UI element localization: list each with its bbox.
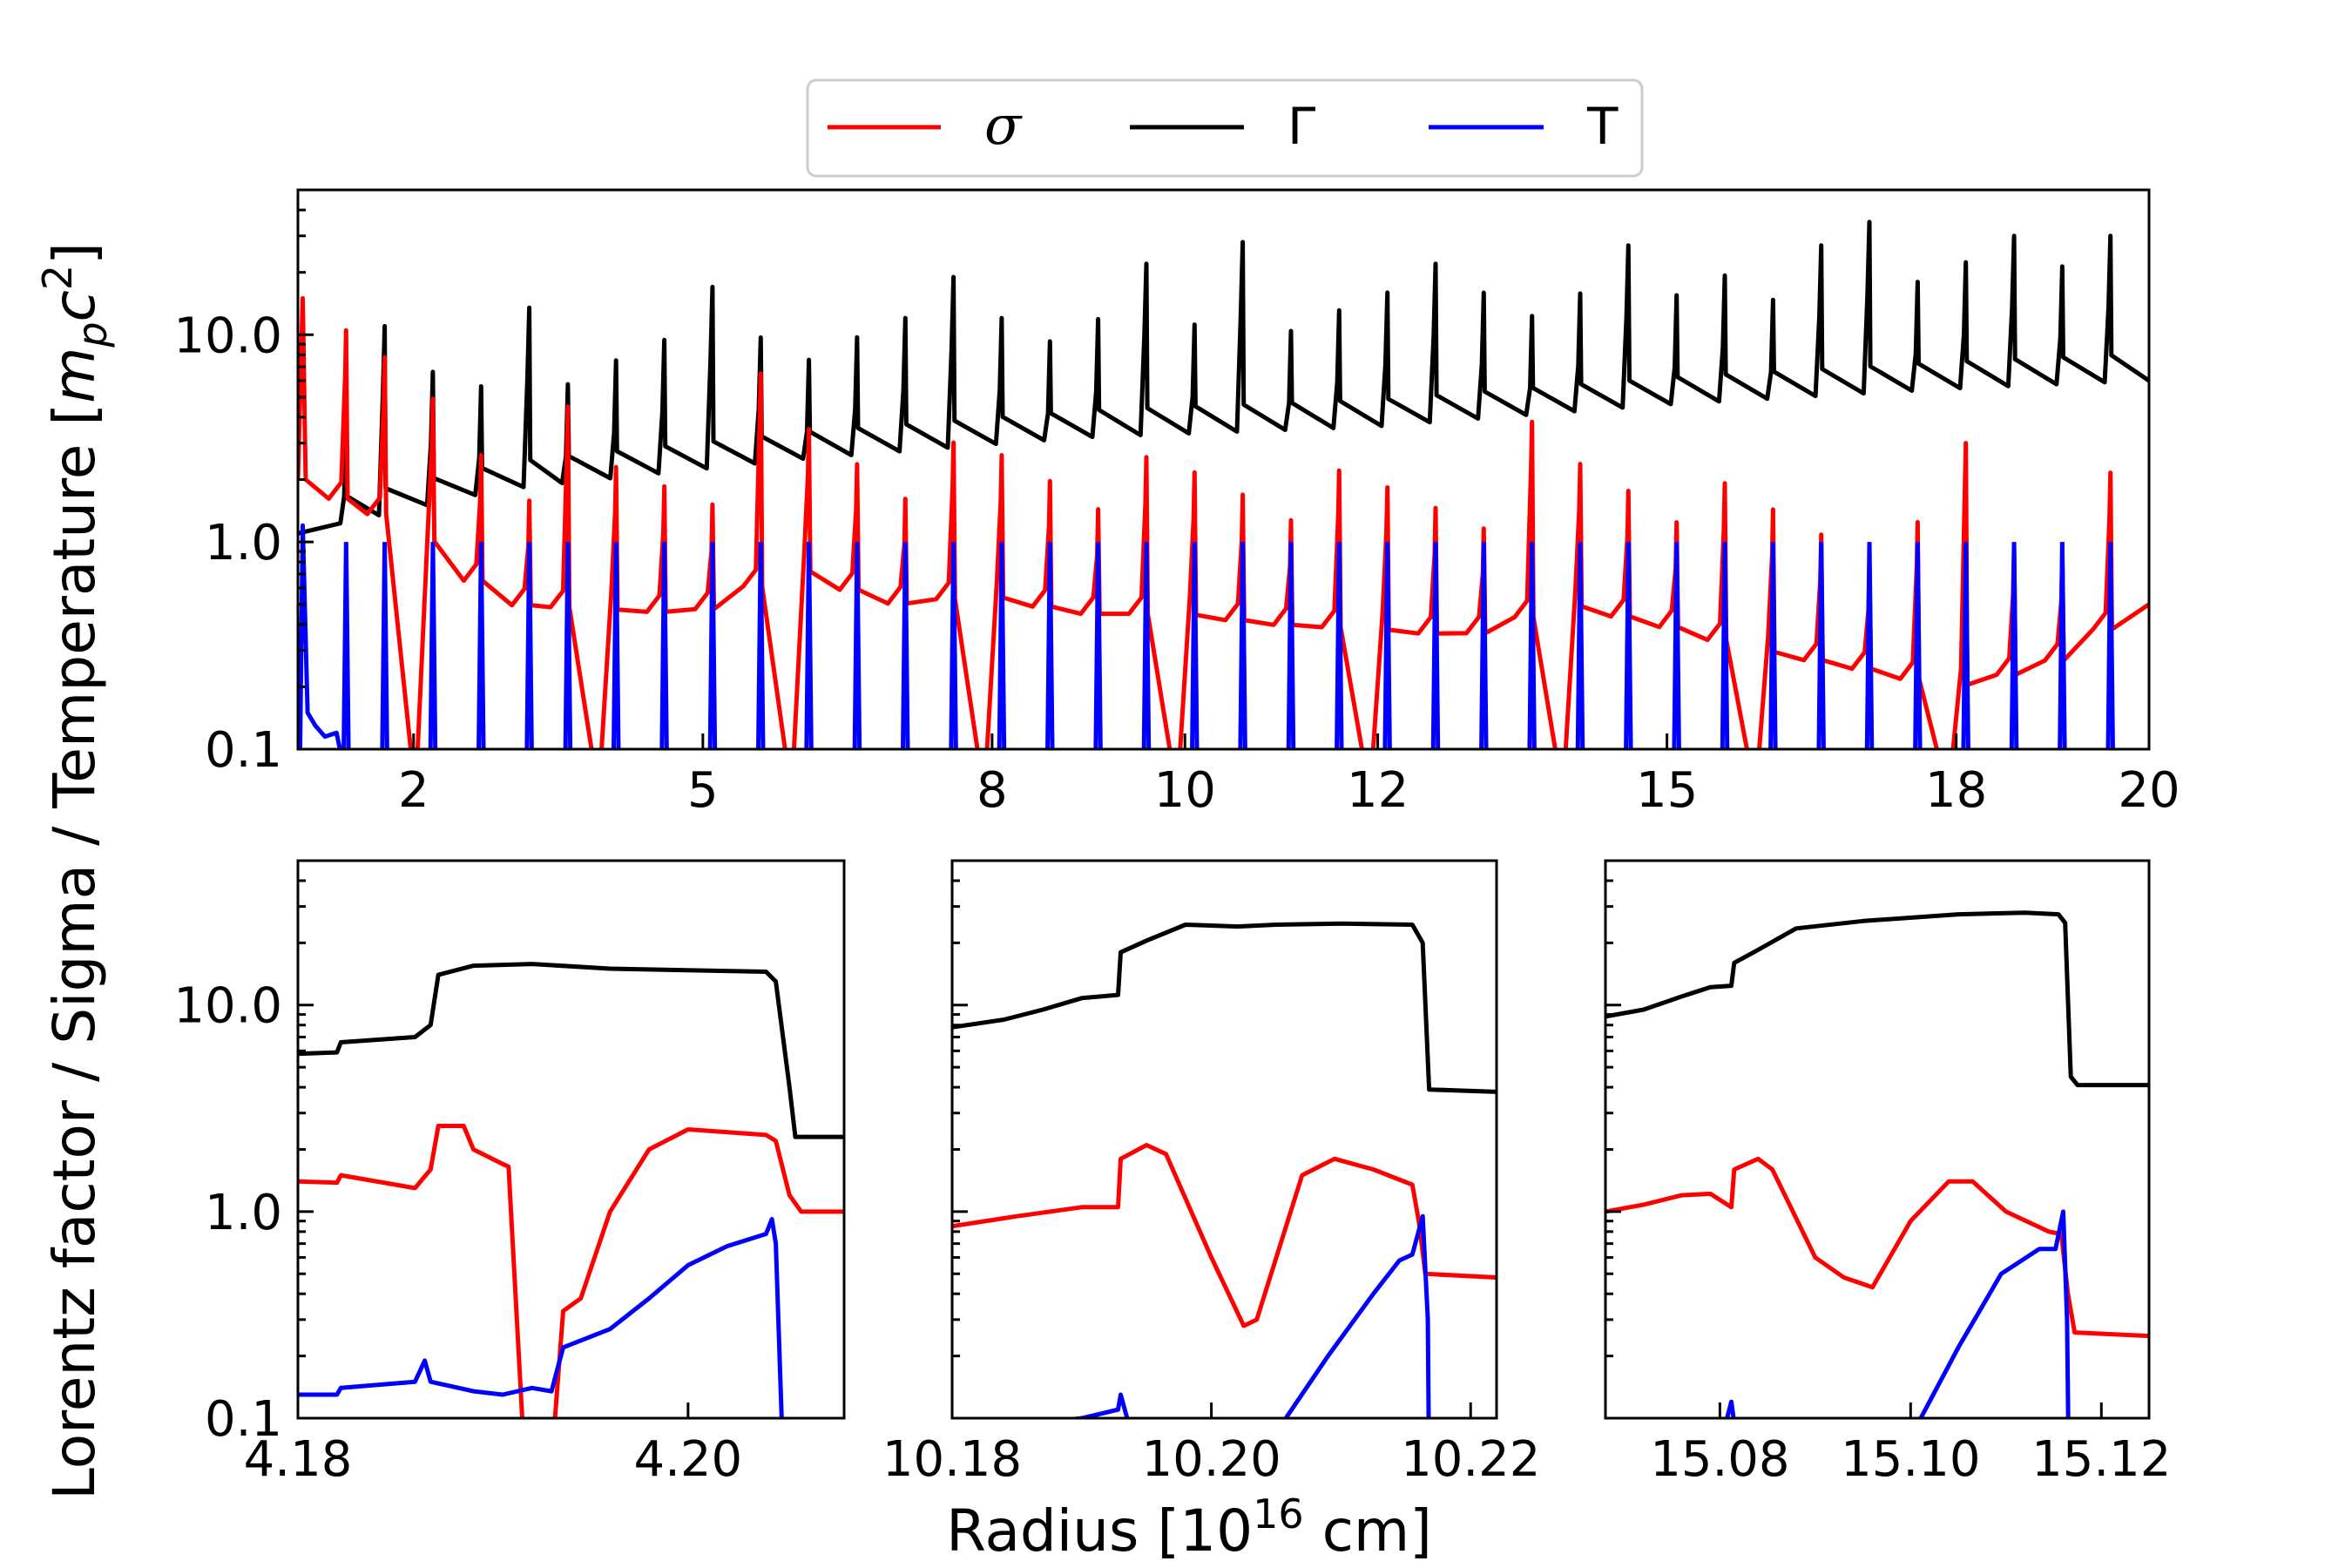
zoom-panel-3-frame xyxy=(1604,859,2151,1420)
x-axis-label-main: Radius [10 xyxy=(946,1497,1253,1565)
temperature-spike xyxy=(611,542,621,749)
x-axis-label-unit: cm] xyxy=(1304,1497,1432,1565)
temperature-spike xyxy=(2009,542,2019,749)
x-tick-label: 8 xyxy=(977,762,1008,819)
temperature-spike xyxy=(1672,542,1681,749)
main-panel-frame xyxy=(296,188,2151,751)
gamma-line xyxy=(298,962,844,1139)
temperature-spike xyxy=(1190,542,1200,749)
x-tick-label: 5 xyxy=(687,762,719,819)
main-panel: 0.1 1.0 10.0 2 5 8 10 12 15 18 20 xyxy=(173,188,2180,819)
temperature-spike xyxy=(1816,542,1826,749)
temperature-line xyxy=(1065,1392,1130,1418)
zoom-panel-2-frame xyxy=(950,859,1498,1420)
x-tick-label: 15 xyxy=(1636,762,1698,819)
temperature-spike xyxy=(1527,542,1537,749)
temperature-spike xyxy=(1141,542,1152,749)
gamma-line xyxy=(952,921,1497,1094)
y-tick-label: 0.1 xyxy=(205,722,282,779)
temperature-spike xyxy=(1238,542,1247,749)
x-tick-label: 10 xyxy=(1154,762,1216,819)
temperature-line xyxy=(298,523,342,749)
x-tick-label: 10.22 xyxy=(1401,1431,1540,1488)
temperature-spike xyxy=(1093,542,1103,749)
x-tick-label: 18 xyxy=(1925,762,1987,819)
temperature-spike xyxy=(1430,542,1441,749)
legend: σ Γ T xyxy=(806,78,1644,178)
x-tick-label: 12 xyxy=(1347,762,1409,819)
zoom-panel-3: 15.08 15.10 15.12 xyxy=(1604,859,2171,1488)
y-tick-label: 1.0 xyxy=(205,1185,282,1241)
temperature-spike xyxy=(1864,542,1875,749)
temperature-spike xyxy=(1720,542,1730,749)
sigma-line xyxy=(952,1143,1497,1328)
x-axis-label-exp: 16 xyxy=(1253,1490,1304,1538)
x-tick-label: 4.18 xyxy=(244,1431,353,1488)
temperature-spike xyxy=(341,542,351,749)
y-axis-label-c: c xyxy=(41,290,108,321)
y-axis-label-exp: 2 xyxy=(34,265,81,290)
sigma-line xyxy=(298,1124,844,1418)
temperature-spike xyxy=(707,542,718,749)
temperature-spike xyxy=(997,542,1007,749)
legend-sigma-label: σ xyxy=(984,93,1023,157)
y-tick-label: 10.0 xyxy=(173,308,282,364)
temperature-line xyxy=(1725,1399,1736,1418)
temperature-spike xyxy=(1913,542,1923,749)
gamma-line xyxy=(298,220,2149,536)
temperature-spike xyxy=(428,542,438,749)
temperature-spike xyxy=(852,542,862,749)
y-axis-label-close: ] xyxy=(41,242,108,265)
x-axis-label: Radius [1016 cm] xyxy=(946,1490,1432,1565)
legend-gamma-label: Γ xyxy=(1288,97,1315,156)
y-axis-label-main: Lorentz factor / Sigma / Temperature [ xyxy=(41,403,108,1500)
x-tick-label: 15.08 xyxy=(1650,1431,1789,1488)
zoom-panel-1-frame xyxy=(296,859,846,1420)
temperature-spike xyxy=(1286,542,1296,749)
zoom-panel-2: 10.18 10.20 10.22 xyxy=(882,859,1540,1488)
temperature-spike xyxy=(659,542,669,749)
y-tick-label: 1.0 xyxy=(205,515,282,571)
x-tick-label: 2 xyxy=(398,762,429,819)
gamma-line xyxy=(1605,910,2149,1088)
temperature-spike xyxy=(1479,542,1489,749)
temperature-spike xyxy=(380,542,389,749)
y-axis-label: Lorentz factor / Sigma / Temperature [mp… xyxy=(34,242,116,1500)
temperature-spike xyxy=(563,542,573,749)
y-axis-label-m: m xyxy=(41,348,108,403)
temperature-spike xyxy=(901,542,910,749)
temperature-line xyxy=(298,1217,784,1418)
temperature-spike xyxy=(524,542,534,749)
y-tick-label: 10.0 xyxy=(173,978,282,1035)
temperature-spike xyxy=(1961,542,1970,749)
temperature-spike xyxy=(1768,542,1778,749)
legend-temp-label: T xyxy=(1586,97,1619,156)
y-tick-label: 0.1 xyxy=(205,1391,282,1448)
temperature-spike xyxy=(804,542,814,749)
temperature-spike xyxy=(1045,542,1055,749)
x-tick-label: 4.20 xyxy=(634,1431,743,1488)
x-tick-label: 15.10 xyxy=(1841,1431,1980,1488)
x-tick-label: 10.20 xyxy=(1141,1431,1281,1488)
temperature-line xyxy=(1283,1213,1431,1418)
zoom-panel-1: 0.1 1.0 10.0 4.18 4.20 xyxy=(173,859,846,1488)
temperature-line xyxy=(1918,1209,2071,1418)
temperature-spike xyxy=(1382,542,1392,749)
temperature-spike xyxy=(756,542,766,749)
temperature-spike xyxy=(1624,542,1633,749)
x-tick-label: 10.18 xyxy=(882,1431,1022,1488)
x-tick-label: 15.12 xyxy=(2031,1431,2171,1488)
temperature-spike xyxy=(2058,542,2067,749)
temperature-spike xyxy=(476,542,486,749)
temperature-spike xyxy=(2105,542,2115,749)
x-tick-label: 20 xyxy=(2118,762,2180,819)
temperature-spike xyxy=(1575,542,1585,749)
temperature-spike xyxy=(949,542,958,749)
y-axis-label-p: p xyxy=(69,321,116,348)
temperature-spike xyxy=(1335,542,1344,749)
